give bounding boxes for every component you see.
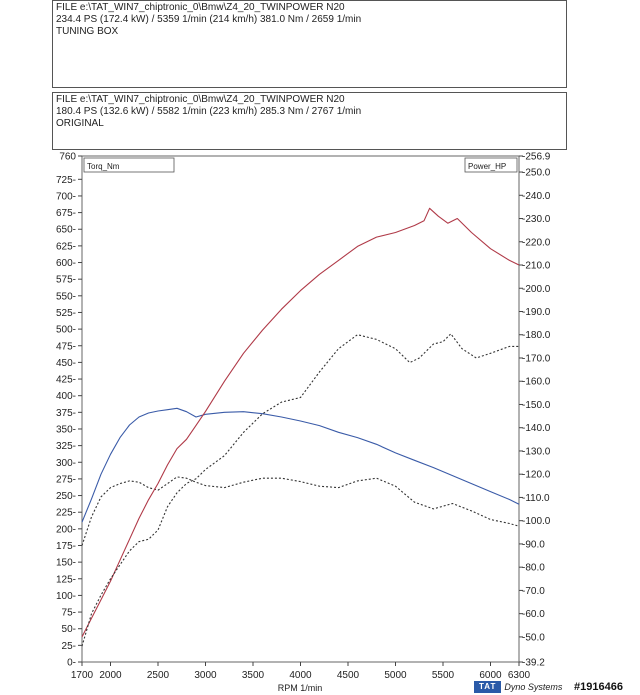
y-right-tick-label: -220.0	[522, 237, 551, 248]
y-right-tick-label: -60.0	[522, 609, 545, 620]
y-left-tick-label: 475-	[56, 341, 76, 352]
y-right-tick-label: -230.0	[522, 214, 551, 225]
legend-torque: Torq_Nm	[83, 157, 175, 173]
x-tick-label: 2500	[147, 670, 170, 681]
y-left-tick-label: 600-	[56, 258, 76, 269]
axes: 0- 25- 50- 75- 100- 125- 150- 175- 200- 225- 250- 2…	[56, 152, 551, 682]
y-right-tick-label: -160.0	[522, 377, 551, 388]
y-right-tick-label: -70.0	[522, 586, 545, 597]
y-right-tick-label: -190.0	[522, 307, 551, 318]
y-left-tick-label: 0-	[67, 658, 76, 669]
y-left-tick-label: 525-	[56, 308, 76, 319]
header-tuned-box: FILE e:\TAT_WIN7_chiptronic_0\Bmw\Z4_20_…	[52, 0, 567, 88]
x-tick-label: 4000	[289, 670, 312, 681]
y-right-tick-label: -130.0	[522, 446, 551, 457]
brand-name: Dyno Systems	[504, 682, 563, 692]
y-left-tick-label: 675-	[56, 208, 76, 219]
header-original-box: FILE e:\TAT_WIN7_chiptronic_0\Bmw\Z4_20_…	[52, 92, 567, 150]
x-tick-label: 5500	[432, 670, 455, 681]
y-left-tick-label: 50-	[62, 624, 76, 635]
tuned-stats: 234.4 PS (172.4 kW) / 5359 1/min (214 km…	[56, 14, 362, 25]
y-right-tick-label: -240.0	[522, 191, 551, 202]
y-left-tick-label: 425-	[56, 375, 76, 386]
x-tick-label: 1700	[71, 670, 94, 681]
y-left-tick-label: 175-	[56, 541, 76, 552]
x-tick-label: 4500	[337, 670, 360, 681]
y-left-tick-label: 650-	[56, 225, 76, 236]
y-right-tick-label: -120.0	[522, 470, 551, 481]
y-left-tick-label: 625-	[56, 241, 76, 252]
y-left-tick-label: 400-	[56, 391, 76, 402]
y-left-tick-label: 375-	[56, 408, 76, 419]
y-right-tick-label: -250.0	[522, 168, 551, 179]
y-left-tick-label: 225-	[56, 508, 76, 519]
y-left-tick-label: 200-	[56, 524, 76, 535]
x-tick-label: 6000	[479, 670, 502, 681]
legend-power-box	[464, 157, 518, 173]
watermark: #1916466	[574, 681, 623, 693]
y-left-tick-label: 575-	[56, 275, 76, 286]
y-right-tick-label: -140.0	[522, 423, 551, 434]
legend-torque-box	[83, 157, 175, 173]
y-right-tick-label: -150.0	[522, 400, 551, 411]
x-tick-label: 5000	[384, 670, 407, 681]
y-left-tick-label: 125-	[56, 574, 76, 585]
y-left-tick-label: 325-	[56, 441, 76, 452]
legend-power: Power_HP	[464, 157, 518, 173]
y-left-tick-label: 450-	[56, 358, 76, 369]
series-line-2	[81, 207, 520, 638]
original-file-path: FILE e:\TAT_WIN7_chiptronic_0\Bmw\Z4_20_…	[56, 94, 345, 105]
y-left-tick-label: 300-	[56, 458, 76, 469]
y-right-tick-label: -39.2	[522, 658, 545, 669]
y-left-tick-label: 150-	[56, 558, 76, 569]
x-tick-label: 3000	[194, 670, 217, 681]
tuned-label: TUNING BOX	[56, 26, 119, 37]
series-line-1	[81, 476, 520, 546]
original-stats: 180.4 PS (132.6 kW) / 5582 1/min (223 km…	[56, 106, 362, 117]
legend-torque-label: Torq_Nm	[87, 162, 120, 171]
y-right-tick-label: -180.0	[522, 330, 551, 341]
series-line-3	[81, 333, 519, 647]
series-group	[81, 207, 520, 647]
x-axis-label: RPM 1/min	[278, 683, 323, 693]
y-left-tick-label: 700-	[56, 191, 76, 202]
tuned-file-path: FILE e:\TAT_WIN7_chiptronic_0\Bmw\Z4_20_…	[56, 2, 345, 13]
dyno-brand: TAT Dyno Systems	[474, 680, 562, 694]
y-left-tick-label: 500-	[56, 325, 76, 336]
y-right-tick-label: -170.0	[522, 353, 551, 364]
y-left-tick-label: 250-	[56, 491, 76, 502]
y-right-tick-label: -210.0	[522, 261, 551, 272]
y-left-tick-label: 550-	[56, 291, 76, 302]
x-tick-label: 3500	[242, 670, 265, 681]
y-left-tick-label: 100-	[56, 591, 76, 602]
y-left-tick-label: 725-	[56, 175, 76, 186]
y-left-tick-label: 350-	[56, 424, 76, 435]
y-right-tick-label: -80.0	[522, 563, 545, 574]
y-right-tick-label: -90.0	[522, 539, 545, 550]
y-right-tick-label: -100.0	[522, 516, 551, 527]
original-label: ORIGINAL	[56, 118, 104, 129]
brand-logo: TAT	[474, 681, 502, 693]
y-left-tick-label: 25-	[62, 641, 76, 652]
y-left-tick-label: 760	[59, 152, 76, 163]
x-tick-label: 6300	[508, 670, 531, 681]
y-left-tick-label: 275-	[56, 474, 76, 485]
y-right-tick-label: -50.0	[522, 632, 545, 643]
y-left-tick-label: 75-	[62, 608, 76, 619]
legend-power-label: Power_HP	[468, 162, 506, 171]
x-tick-label: 2000	[99, 670, 122, 681]
series-line-0	[81, 407, 520, 523]
y-right-tick-label: -256.9	[522, 152, 551, 163]
y-right-tick-label: -200.0	[522, 284, 551, 295]
plot-frame	[81, 155, 520, 663]
y-right-tick-label: -110.0	[522, 493, 550, 504]
